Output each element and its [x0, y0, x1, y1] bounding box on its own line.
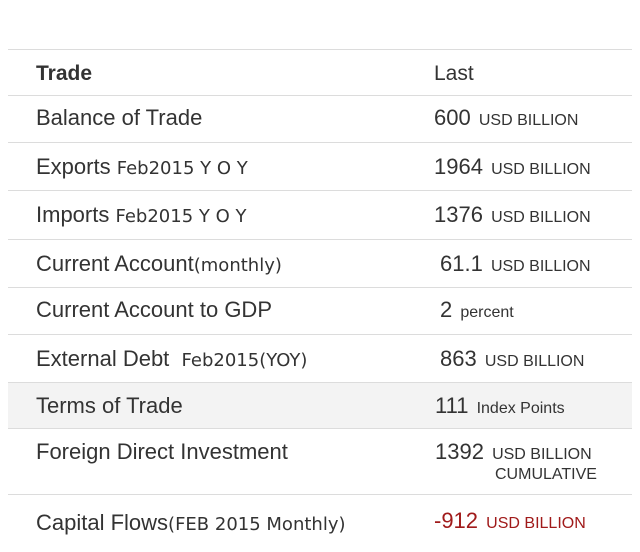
row-label: External Debt Feb2015(YOY)	[36, 346, 307, 372]
row-value: 111 Index Points	[435, 393, 565, 419]
row-name: Capital Flows	[36, 510, 169, 535]
value-unit: USD BILLION	[486, 515, 586, 532]
row-qualifier: Feb2015 Y O Y	[115, 206, 247, 227]
value-unit: USD BILLION	[478, 112, 579, 129]
value-unit: Index Points	[476, 400, 565, 417]
table-row: Terms of Trade 111 Index Points	[8, 383, 632, 429]
row-value: -912 USD BILLION	[434, 508, 586, 534]
value-number: 1964	[434, 154, 483, 179]
value-unit: USD BILLION	[484, 353, 585, 370]
value-number: 61.1	[440, 251, 483, 276]
row-value: 1376 USD BILLION	[434, 202, 591, 228]
value-number: 2	[440, 297, 453, 322]
row-value: 61.1 USD BILLION	[440, 251, 591, 277]
table-row: Exports Feb2015 Y O Y 1964 USD BILLION	[8, 143, 632, 191]
row-name: Balance of Trade	[36, 105, 203, 130]
row-value: 1964 USD BILLION	[434, 154, 591, 180]
row-label: Imports Feb2015 Y O Y	[36, 202, 247, 228]
header-trade: Trade	[36, 62, 93, 85]
row-label: Capital Flows(FEB 2015 Monthly)	[36, 510, 346, 536]
value-unit: USD BILLION	[491, 161, 591, 178]
row-name: Current Account to GDP	[36, 297, 272, 322]
row-label: Balance of Trade	[36, 105, 202, 131]
header-last: Last	[434, 62, 474, 85]
row-value: 863 USD BILLION	[440, 346, 584, 372]
value-unit: USD BILLION	[491, 209, 591, 226]
trade-table: Trade Last Balance of Trade 600 USD BILL…	[8, 49, 632, 547]
table-row: Foreign Direct Investment 1392 USD BILLI…	[8, 429, 632, 495]
row-name: External Debt	[36, 346, 170, 371]
table-row: Current Account(monthly) 61.1 USD BILLIO…	[8, 240, 632, 288]
table-row: Imports Feb2015 Y O Y 1376 USD BILLION	[8, 191, 632, 240]
value-number: 1376	[434, 202, 483, 227]
row-name: Exports	[36, 154, 111, 179]
row-qualifier: (FEB 2015 Monthly)	[168, 514, 346, 535]
table-row: Balance of Trade 600 USD BILLION	[8, 96, 632, 143]
row-label: Terms of Trade	[36, 393, 183, 419]
value-number: -912	[434, 508, 479, 533]
table-row: External Debt Feb2015(YOY) 863 USD BILLI…	[8, 335, 632, 383]
value-number: 863	[440, 346, 477, 371]
value-unit: USD BILLION	[490, 258, 591, 275]
row-qualifier: Feb2015 Y O Y	[116, 158, 248, 179]
row-label: Current Account to GDP	[36, 297, 272, 323]
value-unit: USD BILLION	[492, 446, 592, 463]
row-name: Terms of Trade	[36, 393, 183, 418]
row-label: Foreign Direct Investment	[36, 439, 288, 465]
row-qualifier: Feb2015(YOY)	[181, 350, 308, 371]
row-value: 600 USD BILLION	[434, 105, 578, 131]
row-label: Current Account(monthly)	[36, 251, 282, 277]
table-row: Capital Flows(FEB 2015 Monthly) -912 USD…	[8, 495, 632, 547]
value-number: 1392	[435, 439, 484, 464]
row-value: 2 percent	[440, 297, 514, 323]
row-name: Imports	[36, 202, 110, 227]
value-unit-secondary: CUMULATIVE	[495, 466, 597, 483]
table-header-row: Trade Last	[8, 50, 632, 96]
value-unit: percent	[460, 304, 514, 321]
row-value: 1392 USD BILLION	[435, 439, 592, 465]
row-label: Exports Feb2015 Y O Y	[36, 154, 248, 180]
row-qualifier: (monthly)	[193, 255, 282, 276]
row-name: Current Account	[36, 251, 194, 276]
value-number: 111	[435, 393, 469, 418]
table-row: Current Account to GDP 2 percent	[8, 288, 632, 335]
row-name: Foreign Direct Investment	[36, 439, 288, 464]
value-number: 600	[434, 105, 471, 130]
